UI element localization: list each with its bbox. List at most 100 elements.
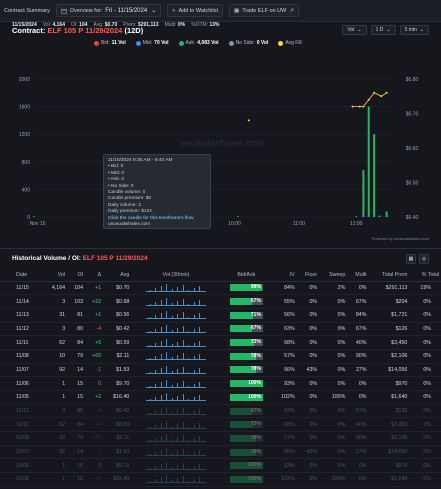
cell-vol: 10 [43,431,68,446]
contract-dte: (12D) [124,26,144,35]
column-header[interactable]: Sweep [319,270,348,282]
vol-30min-sparkline [145,311,206,320]
cell-change: +65 [85,349,104,364]
cell-sparkline [131,363,221,378]
legend-item[interactable]: No Side: 0 Vol [228,40,268,46]
ask-fill [229,325,253,333]
cell-sparkline [131,376,221,391]
table-row[interactable]: 11/07 92 14 -1 $1.53 78% 56% 43% 0% 27% $14,056 0% [0,363,441,378]
cell-bid-ask: 67% [220,404,273,419]
volume-bar-mid [362,214,365,217]
legend-item[interactable]: Bid: 11 Vol [94,40,126,46]
settings-icon[interactable]: ◎ [419,254,429,264]
cell-multi: 0% [347,472,369,487]
prem-label: Prem: [123,22,137,28]
column-header[interactable]: Vol (30min) [131,270,221,282]
bid-fill [229,434,234,442]
cell-oi: 80 [67,322,86,337]
table-row[interactable]: 11/12 3 80 -4 $0.42 67% 63% 0% 0% 67% $126 0% [0,404,441,419]
x-tick-label: 10:00 [228,221,241,227]
table-row[interactable]: 11/11 62 84 +5 $0.59 73% 68% 0% 0% 40% $3,450 0% [0,417,441,433]
legend-value: 11 Vol [111,40,126,46]
watermark: unusualwhales.com [180,138,265,148]
overview-date-select[interactable]: Overview for: Fri - 11/15/2024 ⌄ [55,4,162,17]
bid-ask-pct: 67% [250,298,261,305]
period-label: 1 D [375,27,384,33]
cell-pct-total: 0% [409,349,441,364]
bid-ask-bar: 73% [229,421,263,429]
ask-fill [229,366,256,374]
bid-fill [229,462,232,470]
cell-date: 11/05 [0,472,44,487]
column-header[interactable]: Floor [296,270,320,282]
cell-sparkline [131,390,221,405]
cell-sweep: 0% [319,404,348,419]
column-header[interactable]: Δ [85,270,104,282]
cell-oi: 79 [67,349,86,364]
cell-change: +2 [85,390,104,405]
avg-fill-point [247,119,250,122]
column-header[interactable]: IV [272,270,297,282]
cell-change: +5 [85,335,104,350]
table-row[interactable]: 11/12 3 80 -4 $0.42 67% 63% 0% 0% 67% $126 0% [0,322,441,337]
cell-date: 11/11 [0,335,44,350]
legend-label: Bid: [101,40,110,46]
table-row[interactable]: 11/14 3 103 +22 $0.68 67% 55% 0% 0% 67% $204 0% [0,294,441,309]
tooltip-line: • Bid: 0 [108,164,124,170]
table-row[interactable]: 11/06 1 15 0 $9.70 100% 93% 0% 0% 0% $970 0% [0,376,441,391]
column-header[interactable]: Avg [103,270,132,282]
cell-iv: 56% [272,445,297,460]
external-link-icon: ↗ [289,7,294,14]
volume-bar-ask [373,134,376,217]
ask-fill [229,352,256,360]
cell-pct-total: 0% [409,335,441,350]
y-tick-label: 1200 [19,132,30,138]
table-row[interactable]: 11/13 31 81 +1 $0.56 71% 56% 0% 0% 84% $1,721 0% [0,308,441,323]
ask-fill [229,421,254,429]
cell-total-prem: $2,106 [368,431,410,446]
cell-total-prem: $126 [368,322,410,337]
bid-ask-bar: 67% [229,298,263,306]
cell-oi: 104 [67,281,86,296]
table-row[interactable]: 11/06 1 15 0 $9.70 100% 93% 0% 0% 0% $970 0% [0,458,441,474]
column-header[interactable]: Total Prem [368,270,410,282]
bid-ask-pct: 71% [250,311,261,318]
avg-fill-point [362,105,365,108]
interval-select[interactable]: 5 min ⌄ [399,25,429,35]
cell-avg: $9.70 [103,458,132,474]
tooltip-flow-link[interactable]: Click the candle for this timeframe's fl… [108,215,194,221]
tooltip-time: 11/15/2024 9:35 AM - 9:40 AM [108,158,173,163]
legend-item[interactable]: Mid: 70 Vol [135,40,169,46]
tooltip-line: • Mid: 0 [108,170,125,176]
bid-ask-bar: 78% [229,366,263,374]
column-header[interactable]: Multi [347,270,369,282]
table-row[interactable]: 11/08 10 79 +65 $2.11 78% 57% 0% 0% 90% $2,106 0% [0,349,441,364]
column-header[interactable]: Date [0,270,44,282]
bid-ask-pct: 73% [250,421,261,428]
cell-vol: 10 [43,349,68,364]
column-header[interactable]: Bid/Ask [220,270,273,282]
table-row[interactable]: 11/08 10 79 +65 $2.11 78% 57% 0% 0% 90% $2,106 0% [0,431,441,446]
contract-panel: Contract: ELF 105 P 11/29/2024 (12D) Vol… [0,22,441,244]
contract-name: ELF 105 P 11/29/2024 [47,26,123,35]
add-to-watchlist-button[interactable]: + Add to Watchlist [167,4,223,17]
cell-avg: $0.59 [103,417,132,433]
column-header[interactable]: % Total [409,270,441,282]
table-row[interactable]: 11/05 1 15 +2 $16.40 100% 102% 0% 100% 0% $1,640 0% [0,390,441,405]
bid-ask-pct: 98% [250,284,261,291]
legend-item[interactable]: Avg Fill [278,40,303,46]
table-row[interactable]: 11/07 92 14 -1 $1.53 78% 56% 43% 0% 27% $14,056 0% [0,445,441,460]
period-select[interactable]: 1 D ⌄ [370,25,396,35]
cell-change: -4 [85,322,104,337]
grid-view-icon[interactable]: ▦ [406,254,416,264]
column-header[interactable]: Vol [43,270,68,282]
legend-item[interactable]: Ask: 4,083 Vol [178,40,219,46]
cell-sweep: 100% [319,472,348,487]
table-row[interactable]: 11/11 62 84 +5 $0.59 73% 68% 0% 0% 40% $3,450 0% [0,335,441,350]
column-header[interactable]: OI [67,270,86,282]
table-row[interactable]: 11/05 1 15 +2 $16.40 100% 102% 0% 100% 0% $1,640 0% [0,472,441,487]
trade-button[interactable]: ▦ Trade ELF on UW ↗ [228,4,299,17]
table-row[interactable]: 11/15 4,164 104 +1 $0.70 98% 84% 0% 2% 0% $291,113… [0,281,441,296]
volume-mode-select[interactable]: Vol ⌄ [342,25,367,35]
vol-30min-sparkline [145,434,206,443]
